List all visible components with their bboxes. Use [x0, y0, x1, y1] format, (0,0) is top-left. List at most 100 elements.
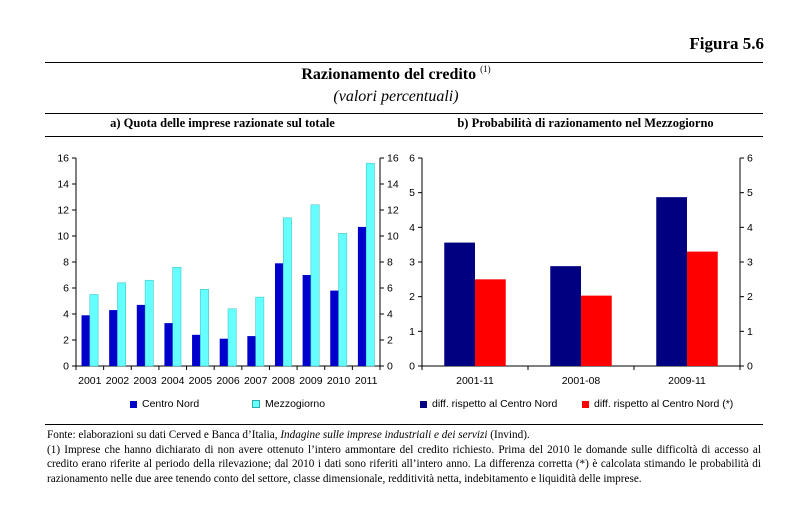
legend-a-swatch-2: [252, 400, 260, 408]
chart-a-ytick-label-right: 14: [387, 179, 399, 191]
chart-a-ytick-label-right: 8: [387, 257, 393, 269]
chart-a-ytick-label-left: 14: [57, 179, 69, 191]
chart-a-ytick-label-right: 12: [387, 205, 399, 217]
chart-a-ytick-label-left: 2: [63, 335, 69, 347]
chart-a-bar-series-1: [247, 336, 256, 366]
notes-top-rule: [45, 424, 763, 425]
chart-b-ytick-label-left: 4: [409, 222, 415, 234]
chart-b-ytick-label-right: 6: [747, 153, 753, 165]
chart-a-ytick-label-left: 6: [63, 283, 69, 295]
legend-b-label-1: diff. rispetto al Centro Nord: [432, 398, 558, 410]
source-survey-name: Indagine sulle imprese industriali e dei…: [280, 429, 488, 441]
chart-a-bar-series-1: [219, 338, 228, 366]
chart-b-bar-series-1: [444, 242, 475, 366]
chart-a-bar-series-1: [357, 226, 367, 366]
source-note: Fonte: elaborazioni su dati Cerved e Ban…: [47, 428, 761, 443]
chart-a-ytick-label-left: 0: [63, 361, 69, 373]
legend-a-item-1: Centro Nord: [130, 398, 199, 410]
chart-a-bar-series-2: [89, 294, 99, 367]
chart-b-ytick-label-left: 3: [409, 257, 415, 269]
chart-a-bar-series-1: [274, 263, 284, 366]
legend-b-item-1: diff. rispetto al Centro Nord: [420, 398, 557, 410]
chart-a-bar-series-1: [192, 334, 201, 366]
chart-b-ytick-label-right: 5: [747, 187, 753, 199]
chart-b-bar-series-2: [581, 295, 612, 366]
legend-b-swatch-2: [582, 400, 589, 408]
top-rule: [45, 62, 763, 63]
chart-b-xtick-label: 2001-11: [456, 375, 494, 387]
chart-b-ytick-label-left: 6: [409, 153, 415, 165]
chart-b-bar-series-1: [550, 266, 581, 366]
chart-a-ytick-label-left: 16: [57, 153, 69, 165]
legend-a-swatch-1: [130, 400, 137, 408]
chart-a-ytick-label-right: 16: [387, 153, 399, 165]
legend-a-item-2: Mezzogiorno: [252, 398, 325, 410]
chart-a-bar-series-2: [200, 289, 209, 367]
chart-b-bar-series-2: [687, 251, 718, 366]
chart-a-xtick-label: 2001: [78, 375, 102, 387]
chart-a-ytick-label-left: 12: [57, 205, 69, 217]
chart-a-bar-series-2: [283, 217, 292, 367]
chart-a-xtick-label: 2003: [133, 375, 157, 387]
chart-a-bar-series-1: [136, 304, 146, 366]
chart-a-bar-series-2: [310, 204, 320, 367]
chart-b-xtick-label: 2001-08: [562, 375, 601, 387]
chart-b-ytick-label-left: 0: [409, 361, 415, 373]
panel-title-bottom-rule: [45, 136, 763, 137]
chart-a-xtick-label: 2002: [106, 375, 130, 387]
chart-a-bar-series-2: [117, 282, 126, 367]
panel-a-title: a) Quota delle imprese razionate sul tot…: [110, 116, 335, 130]
chart-a-xtick-label: 2004: [161, 375, 185, 387]
chart-a-bar-series-2: [144, 279, 154, 367]
chart-a-ytick-label-right: 0: [387, 361, 393, 373]
chart-a-xtick-label: 2008: [272, 375, 296, 387]
panel-title-top-rule: [45, 113, 763, 114]
chart-a-ytick-label-left: 10: [57, 231, 69, 243]
chart-a-bar-series-1: [109, 310, 118, 366]
figure-title: Razionamento del credito (1): [0, 64, 792, 84]
chart-b-ytick-label-right: 1: [747, 326, 753, 338]
chart-a-bar-series-1: [330, 290, 339, 366]
chart-b-ytick-label-left: 5: [409, 187, 415, 199]
chart-a-bar-series-2: [338, 233, 348, 367]
chart-b-ytick-label-right: 2: [747, 291, 753, 303]
legend-b-label-2: diff. rispetto al Centro Nord (*): [594, 398, 734, 410]
chart-a-ytick-label-left: 8: [63, 257, 69, 269]
source-prefix: Fonte: elaborazioni su dati Cerved e Ban…: [47, 429, 281, 441]
figure-notes: Fonte: elaborazioni su dati Cerved e Ban…: [47, 428, 761, 486]
chart-a-xtick-label: 2011: [355, 375, 378, 387]
chart-b-bar-series-1: [656, 197, 687, 366]
chart-a-ytick-label-left: 4: [63, 309, 69, 321]
chart-b-ytick-label-right: 4: [747, 222, 753, 234]
footnote-1: (1) Imprese che hanno dichiarato di non …: [47, 443, 761, 485]
chart-b-xtick-label: 2009-11: [668, 375, 706, 387]
chart-a-ytick-label-right: 4: [387, 309, 393, 321]
figure-subtitle: (valori percentuali): [333, 88, 459, 105]
chart-a-bar-series-1: [302, 275, 311, 366]
chart-b-ytick-label-left: 2: [409, 291, 415, 303]
legend-b-swatch-1: [420, 400, 427, 408]
chart-b-ytick-label-right: 0: [747, 361, 753, 373]
figure-label: Figura 5.6: [689, 34, 764, 53]
chart-b-ytick-label-left: 1: [409, 326, 415, 338]
legend-a-label-2: Mezzogiorno: [265, 398, 326, 410]
chart-a-xtick-label: 2010: [327, 375, 351, 387]
chart-a-xtick-label: 2005: [189, 375, 213, 387]
chart-a-bar-series-1: [164, 323, 173, 366]
chart-a-xtick-label: 2007: [244, 375, 268, 387]
source-suffix: (Invind).: [487, 429, 530, 441]
legend-a-label-1: Centro Nord: [142, 398, 200, 410]
chart-a-bar-series-2: [227, 308, 237, 367]
chart-b-ytick-label-right: 3: [747, 257, 753, 269]
chart-a-ytick-label-right: 2: [387, 335, 393, 347]
legend-b-item-2: diff. rispetto al Centro Nord (*): [582, 398, 733, 410]
panel-b-title: b) Probabilità di razionamento nel Mezzo…: [457, 116, 714, 130]
chart-a-bar-series-1: [81, 315, 90, 366]
chart-a-ytick-label-right: 10: [387, 231, 399, 243]
chart-a-bar-series-2: [255, 296, 265, 367]
chart-a-bar-series-2: [172, 266, 182, 367]
chart-a-bar-series-2: [365, 162, 375, 367]
title-footnote-ref: (1): [480, 64, 491, 74]
chart-a-xtick-label: 2006: [216, 375, 240, 387]
chart-b-bar-series-2: [475, 279, 506, 366]
